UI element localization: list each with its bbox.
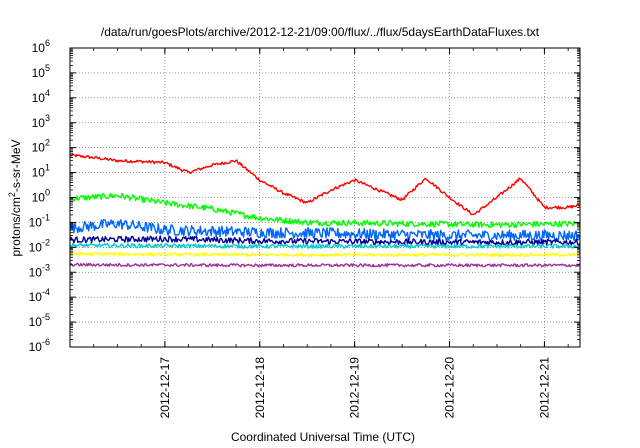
- y-tick-base: 10: [29, 265, 43, 279]
- y-tick-exp: -4: [42, 287, 50, 297]
- y-tick-exp: 6: [45, 38, 50, 48]
- y-tick-label: 100: [32, 188, 50, 205]
- y-tick-base: 10: [29, 240, 43, 254]
- series-line: [69, 262, 581, 268]
- y-tick-base: 10: [32, 166, 46, 180]
- y-tick-base: 10: [32, 141, 46, 155]
- series-line: [69, 251, 581, 257]
- y-tick-label: 10-1: [29, 212, 50, 229]
- y-axis-title: protons/cm2-s-sr-MeV: [7, 139, 23, 256]
- grid-layer: [70, 48, 580, 347]
- y-tick-label: 10-6: [29, 337, 50, 354]
- y-tick-base: 10: [29, 340, 43, 354]
- x-tick-label: 2012-12-20: [443, 357, 457, 419]
- x-tick-label: 2012-12-17: [158, 357, 172, 419]
- y-tick-label: 10-5: [29, 312, 50, 329]
- y-tick-exp: 2: [45, 138, 50, 148]
- y-tick-base: 10: [32, 191, 46, 205]
- y-tick-base: 10: [32, 91, 46, 105]
- series-line: [69, 242, 581, 249]
- y-tick-base: 10: [29, 315, 43, 329]
- y-tick-exp: -5: [42, 312, 50, 322]
- series-line: [69, 219, 581, 242]
- series-line: [69, 153, 581, 216]
- y-tick-base: 10: [29, 290, 43, 304]
- y-tick-label: 101: [32, 163, 50, 180]
- y-tick-exp: -3: [42, 262, 50, 272]
- y-tick-base: 10: [32, 41, 46, 55]
- y-tick-label: 106: [32, 38, 50, 55]
- y-tick-base: 10: [29, 215, 43, 229]
- y-tick-label: 104: [32, 88, 50, 105]
- x-tick-label: 2012-12-19: [348, 357, 362, 419]
- y-tick-exp: 1: [45, 163, 50, 173]
- y-tick-label: 102: [32, 138, 50, 155]
- series-layer: [69, 153, 581, 268]
- series-line: [69, 192, 581, 229]
- y-tick-label: 10-2: [29, 237, 50, 254]
- y-tick-labels: 10610510410310210110010-110-210-310-410-…: [29, 38, 50, 354]
- x-axis-title: Coordinated Universal Time (UTC): [231, 430, 415, 444]
- y-tick-exp: 5: [45, 63, 50, 73]
- y-tick-label: 105: [32, 63, 50, 80]
- y-tick-exp: 0: [45, 188, 50, 198]
- chart-title: /data/run/goesPlots/archive/2012-12-21/0…: [101, 25, 540, 39]
- y-tick-base: 10: [32, 116, 46, 130]
- y-tick-label: 10-4: [29, 287, 50, 304]
- y-axis-title-sup: 2: [7, 192, 17, 197]
- y-tick-exp: 3: [45, 113, 50, 123]
- y-tick-exp: 4: [45, 88, 50, 98]
- y-tick-exp: -1: [42, 212, 50, 222]
- y-tick-exp: -6: [42, 337, 50, 347]
- y-tick-base: 10: [32, 66, 46, 80]
- series-line: [69, 235, 581, 246]
- plot-frame: [69, 47, 581, 348]
- y-tick-label: 10-3: [29, 262, 50, 279]
- x-tick-label: 2012-12-18: [253, 357, 267, 419]
- y-axis-title-rest: -s-sr-MeV: [9, 139, 23, 192]
- y-tick-label: 103: [32, 113, 50, 130]
- x-tick-label: 2012-12-21: [537, 357, 551, 419]
- x-tick-labels: 2012-12-17 2012-12-18 2012-12-19 2012-12-20…: [158, 357, 552, 419]
- y-tick-exp: -2: [42, 237, 50, 247]
- y-axis-title-base: protons/cm: [9, 197, 23, 256]
